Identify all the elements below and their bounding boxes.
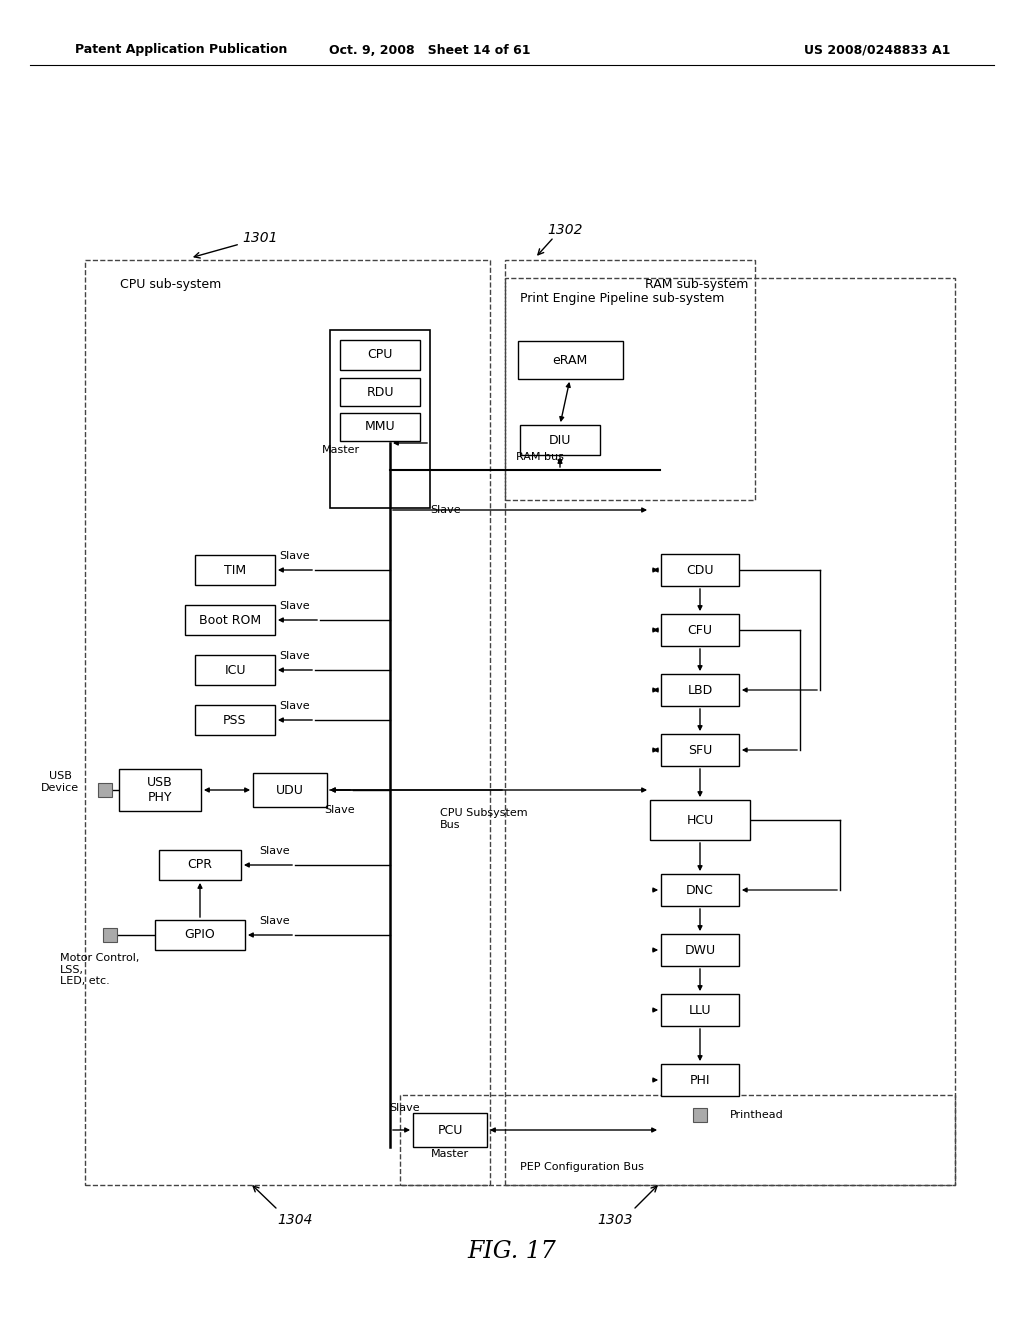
Bar: [662, 994, 739, 1026]
Text: Boot ROM: Boot ROM: [199, 614, 261, 627]
Text: DIU: DIU: [549, 433, 571, 446]
Bar: [195, 554, 275, 585]
Text: PEP Configuration Bus: PEP Configuration Bus: [520, 1162, 644, 1172]
Text: Slave: Slave: [280, 701, 310, 711]
Text: USB
PHY: USB PHY: [147, 776, 173, 804]
Bar: [505, 260, 755, 500]
Bar: [662, 614, 739, 645]
Bar: [520, 425, 600, 455]
Bar: [98, 783, 112, 797]
Bar: [662, 874, 739, 906]
Text: HCU: HCU: [686, 813, 714, 826]
Bar: [155, 920, 245, 950]
Text: Slave: Slave: [280, 601, 310, 611]
Text: Slave: Slave: [325, 805, 355, 814]
Text: DWU: DWU: [684, 944, 716, 957]
Bar: [662, 554, 739, 586]
Bar: [662, 1064, 739, 1096]
Text: MMU: MMU: [365, 421, 395, 433]
Bar: [662, 734, 739, 766]
Text: USB
Device: USB Device: [41, 771, 79, 793]
Text: GPIO: GPIO: [184, 928, 215, 941]
Text: Slave: Slave: [280, 651, 310, 661]
Bar: [195, 655, 275, 685]
Text: PHI: PHI: [690, 1073, 711, 1086]
Text: RDU: RDU: [367, 385, 394, 399]
Text: LLU: LLU: [689, 1003, 712, 1016]
Bar: [85, 260, 490, 1185]
Bar: [400, 1096, 955, 1185]
Bar: [693, 1107, 707, 1122]
Text: LBD: LBD: [687, 684, 713, 697]
Text: CPU Subsystem
Bus: CPU Subsystem Bus: [440, 808, 527, 829]
Bar: [185, 605, 275, 635]
Text: PCU: PCU: [437, 1123, 463, 1137]
Text: RAM sub-system: RAM sub-system: [645, 279, 748, 290]
Text: TIM: TIM: [224, 564, 246, 577]
Text: CPU: CPU: [368, 348, 392, 362]
Text: 1302: 1302: [547, 223, 583, 238]
Bar: [330, 330, 430, 508]
Text: CFU: CFU: [687, 623, 713, 636]
Text: Slave: Slave: [259, 846, 290, 855]
Bar: [517, 341, 623, 379]
Text: Slave: Slave: [280, 550, 310, 561]
Text: Master: Master: [431, 1148, 469, 1159]
Bar: [119, 770, 201, 810]
Text: Print Engine Pipeline sub-system: Print Engine Pipeline sub-system: [520, 292, 724, 305]
Text: Motor Control,
LSS,
LED, etc.: Motor Control, LSS, LED, etc.: [60, 953, 139, 986]
Text: ICU: ICU: [224, 664, 246, 676]
Bar: [195, 705, 275, 735]
Text: CDU: CDU: [686, 564, 714, 577]
Text: Patent Application Publication: Patent Application Publication: [75, 44, 288, 57]
Text: Printhead: Printhead: [730, 1110, 783, 1119]
Bar: [650, 800, 750, 840]
Text: 1301: 1301: [243, 231, 278, 246]
Text: Slave: Slave: [430, 506, 461, 515]
Bar: [340, 378, 420, 407]
Text: CPU sub-system: CPU sub-system: [120, 279, 221, 290]
Text: Slave: Slave: [389, 1104, 420, 1113]
Text: Master: Master: [322, 445, 360, 455]
Text: SFU: SFU: [688, 743, 712, 756]
Text: 1303: 1303: [597, 1213, 633, 1228]
Bar: [662, 675, 739, 706]
Bar: [253, 774, 327, 807]
Text: Oct. 9, 2008   Sheet 14 of 61: Oct. 9, 2008 Sheet 14 of 61: [330, 44, 530, 57]
Text: DNC: DNC: [686, 883, 714, 896]
Bar: [505, 279, 955, 1185]
Text: US 2008/0248833 A1: US 2008/0248833 A1: [804, 44, 950, 57]
Text: PSS: PSS: [223, 714, 247, 726]
Text: FIG. 17: FIG. 17: [468, 1241, 556, 1263]
Bar: [340, 413, 420, 441]
Bar: [413, 1113, 487, 1147]
Text: RAM bus: RAM bus: [516, 451, 564, 462]
Text: Slave: Slave: [259, 916, 290, 927]
Bar: [103, 928, 117, 942]
Text: CPR: CPR: [187, 858, 213, 871]
Text: UDU: UDU: [276, 784, 304, 796]
Bar: [159, 850, 241, 880]
Bar: [340, 341, 420, 370]
Text: 1304: 1304: [278, 1213, 312, 1228]
Bar: [662, 935, 739, 966]
Text: eRAM: eRAM: [552, 354, 588, 367]
